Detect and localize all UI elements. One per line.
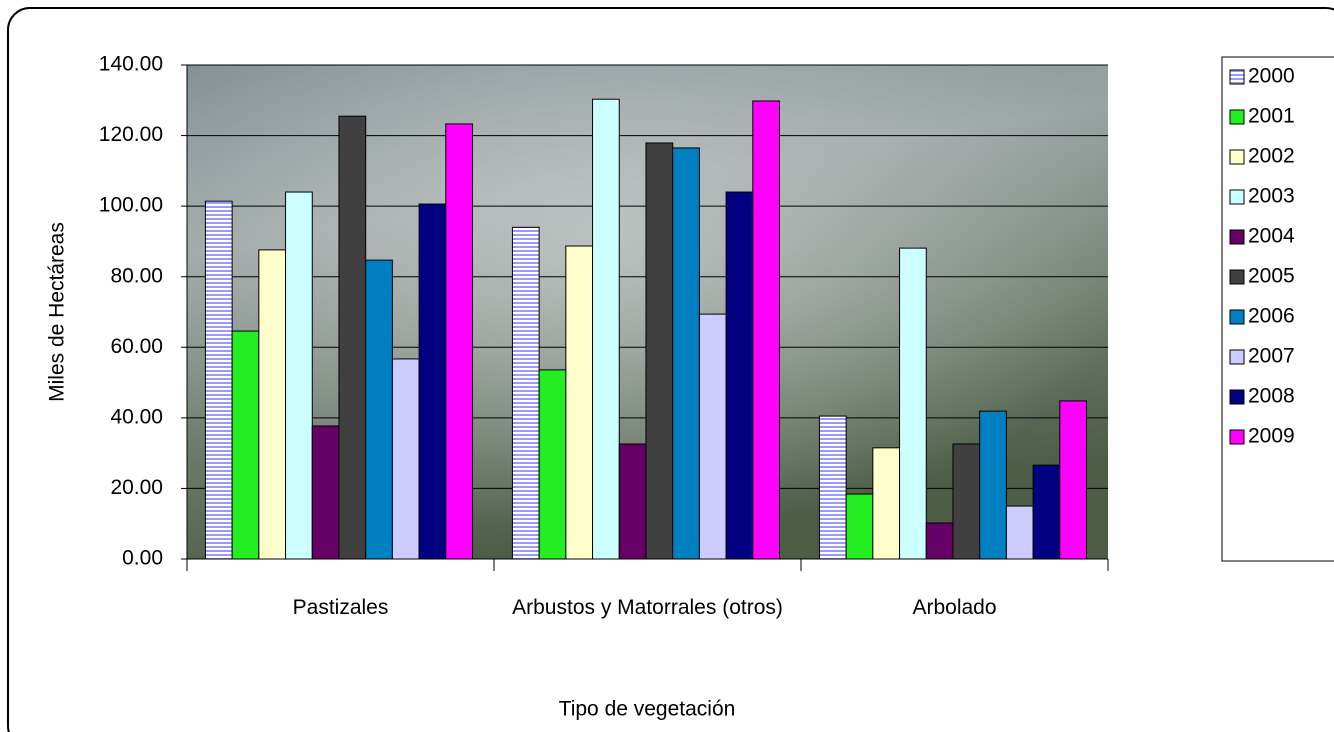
bar bbox=[285, 191, 313, 560]
bar bbox=[391, 358, 420, 560]
legend-swatch bbox=[1229, 69, 1245, 85]
y-axis-title: Miles de Hectáreas bbox=[46, 222, 69, 402]
legend-label: 2003 bbox=[1248, 185, 1295, 208]
legend-swatch bbox=[1229, 309, 1245, 325]
bar bbox=[698, 313, 727, 560]
legend-swatch bbox=[1229, 189, 1245, 205]
bar bbox=[445, 123, 474, 560]
legend-label: 2002 bbox=[1248, 145, 1295, 168]
bar bbox=[592, 98, 620, 560]
legend-swatch bbox=[1229, 429, 1245, 445]
bar bbox=[818, 415, 847, 560]
x-tick-label: Arbolado bbox=[912, 596, 997, 619]
y-tick-label: 60.00 bbox=[110, 335, 163, 358]
legend-swatch bbox=[1229, 349, 1245, 365]
legend-swatch bbox=[1229, 109, 1245, 125]
bar bbox=[511, 226, 540, 560]
bar bbox=[311, 425, 340, 560]
bar bbox=[258, 249, 287, 560]
bar bbox=[338, 115, 367, 560]
legend-swatch bbox=[1229, 149, 1245, 165]
y-tick-label: 120.00 bbox=[99, 123, 163, 146]
bar bbox=[538, 369, 567, 560]
legend-swatch bbox=[1229, 389, 1245, 405]
bar bbox=[565, 245, 594, 560]
bar bbox=[725, 191, 754, 560]
bar bbox=[752, 100, 781, 560]
bar bbox=[672, 147, 700, 560]
bar bbox=[925, 522, 954, 560]
bar bbox=[899, 247, 927, 560]
bar bbox=[418, 203, 447, 560]
legend-label: 2004 bbox=[1248, 225, 1295, 248]
bar bbox=[845, 493, 874, 560]
x-tick-label: Pastizales bbox=[292, 596, 389, 619]
legend-swatch bbox=[1229, 269, 1245, 285]
bar bbox=[618, 443, 647, 560]
y-tick-label: 40.00 bbox=[110, 405, 163, 428]
legend-swatch bbox=[1229, 229, 1245, 245]
legend-label: 2006 bbox=[1248, 305, 1295, 328]
legend-label: 2007 bbox=[1248, 345, 1295, 368]
y-tick-label: 100.00 bbox=[99, 194, 163, 217]
bar bbox=[204, 200, 233, 560]
bar bbox=[872, 447, 901, 560]
bar bbox=[645, 142, 674, 560]
bar bbox=[365, 259, 393, 560]
x-tick-label: Arbustos y Matorrales (otros) bbox=[512, 596, 783, 619]
legend-label: 2001 bbox=[1248, 105, 1295, 128]
y-tick-label: 140.00 bbox=[99, 53, 163, 76]
legend-label: 2008 bbox=[1248, 385, 1295, 408]
bar bbox=[1059, 400, 1088, 560]
legend-label: 2000 bbox=[1248, 65, 1295, 88]
legend-box bbox=[1221, 56, 1334, 562]
bar bbox=[1032, 464, 1061, 560]
legend-label: 2009 bbox=[1248, 425, 1295, 448]
bar bbox=[231, 330, 260, 560]
y-tick-label: 20.00 bbox=[110, 476, 163, 499]
legend-label: 2005 bbox=[1248, 265, 1295, 288]
y-tick-label: 0.00 bbox=[122, 547, 163, 570]
bar bbox=[952, 443, 981, 560]
bar bbox=[1005, 505, 1034, 560]
y-tick-label: 80.00 bbox=[110, 264, 163, 287]
bar bbox=[979, 410, 1007, 560]
x-axis-title: Tipo de vegetación bbox=[559, 698, 736, 721]
